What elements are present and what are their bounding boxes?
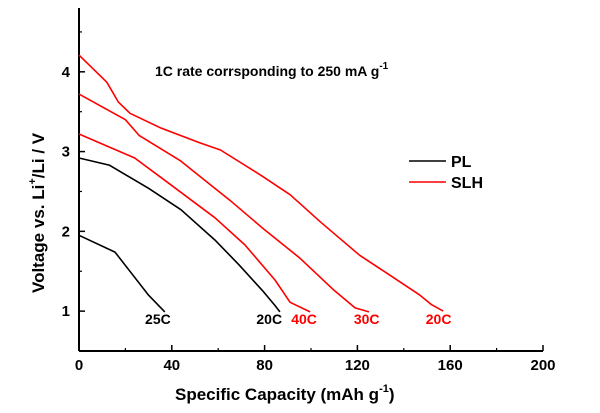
curve-label: 25C — [145, 311, 171, 327]
y-axis-title-suffix: /Li / V — [29, 132, 48, 178]
x-axis-title-text: Specific Capacity (mAh g — [175, 385, 379, 404]
curve-label: 20C — [426, 311, 452, 327]
y-axis-title: Voltage vs. Li+/Li / V — [27, 132, 48, 293]
y-tick-label: 3 — [62, 144, 70, 161]
y-tick-label: 4 — [62, 64, 71, 81]
series-line-slh-20c — [78, 54, 444, 312]
y-axis-title-text: Voltage vs. Li — [29, 185, 48, 293]
x-tick-label: 0 — [75, 357, 83, 374]
axes: 0 40 80 120 160 200 1 2 3 4 — [62, 8, 556, 374]
y-tick-label: 1 — [62, 303, 70, 320]
annotation: 1C rate corrsponding to 250 mA g-1 — [155, 61, 389, 79]
curve-label: 40C — [291, 311, 317, 327]
legend-label-pl: PL — [451, 154, 472, 171]
curve-label: 30C — [354, 311, 380, 327]
x-tick-label: 40 — [163, 357, 180, 374]
legend-label-slh: SLH — [451, 175, 483, 192]
annotation-superscript: -1 — [379, 61, 388, 72]
curves — [78, 54, 444, 313]
y-axis-title-superscript: + — [27, 178, 39, 184]
curve-label: 20C — [256, 311, 282, 327]
x-tick-label: 160 — [438, 357, 463, 374]
series-line-pl-20c — [78, 157, 281, 313]
x-tick-label: 80 — [256, 357, 273, 374]
series-line-slh-40c — [78, 133, 311, 313]
x-tick-label: 200 — [530, 357, 555, 374]
series-line-slh-30c — [78, 93, 370, 313]
x-axis-title: Specific Capacity (mAh g-1) — [175, 383, 395, 404]
legend: PL SLH — [409, 154, 483, 192]
curve-labels: 25C 20C 40C 30C 20C — [145, 311, 451, 327]
y-tick-label: 2 — [62, 223, 70, 240]
x-axis-title-suffix: ) — [389, 385, 395, 404]
series-line-pl-25c — [78, 234, 166, 313]
x-tick-label: 120 — [345, 357, 370, 374]
annotation-text: 1C rate corrsponding to 250 mA g — [155, 63, 379, 79]
x-axis-title-superscript: -1 — [379, 383, 389, 395]
